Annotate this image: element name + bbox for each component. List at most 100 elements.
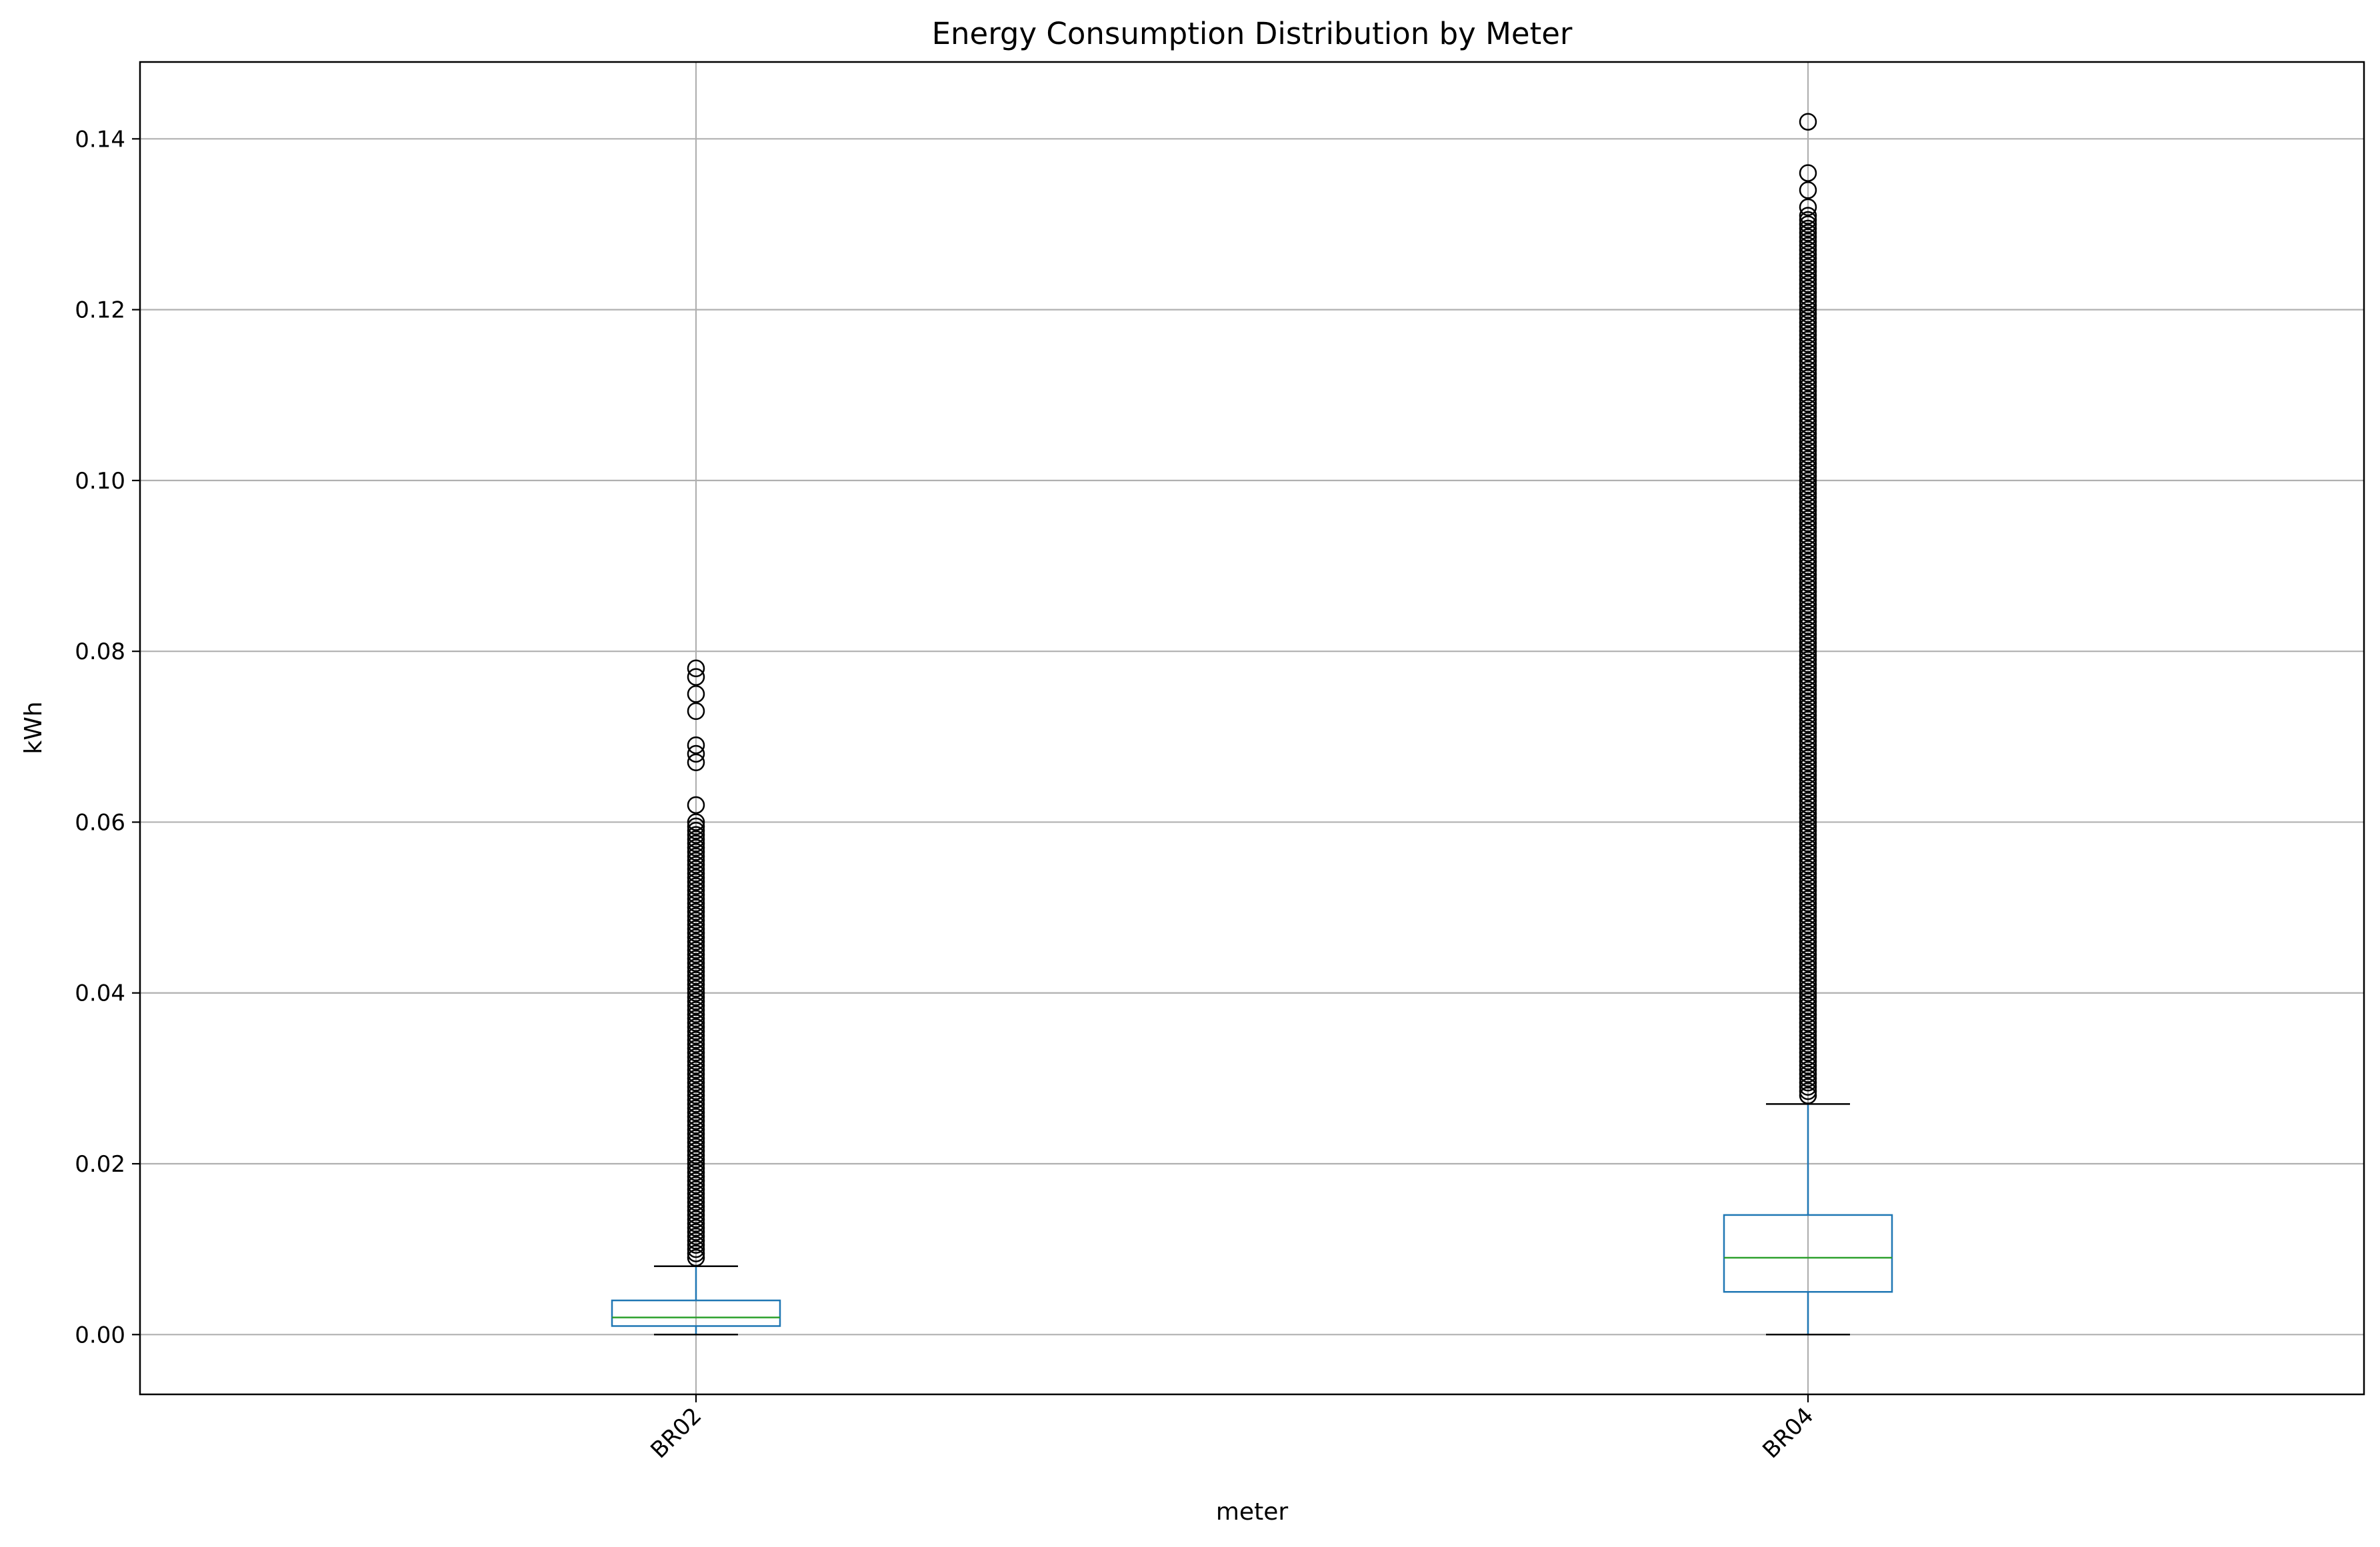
outlier-point	[1799, 796, 1817, 814]
outlier-point	[687, 886, 705, 904]
outlier-point	[687, 924, 705, 942]
outlier-point	[687, 736, 705, 755]
outlier-point	[1799, 399, 1817, 417]
outlier-point	[1799, 655, 1817, 673]
y-tick-label: 0.08	[75, 639, 125, 665]
outlier-point	[1799, 732, 1817, 750]
outlier-point	[1799, 382, 1817, 400]
outlier-point	[1799, 642, 1817, 661]
outlier-point	[687, 702, 705, 721]
outlier-point	[1799, 941, 1817, 959]
outlier-point	[1799, 540, 1817, 558]
outlier-point	[1799, 804, 1817, 822]
outlier-point	[1799, 301, 1817, 319]
outlier-point	[687, 1214, 705, 1232]
outlier-point	[687, 1133, 705, 1152]
chart-title: Energy Consumption Distribution by Meter	[932, 16, 1573, 51]
outlier-point	[1799, 753, 1817, 772]
outlier-point	[1799, 834, 1817, 852]
x-axis-label: meter	[1216, 1498, 1288, 1526]
outlier-point	[1799, 331, 1817, 349]
outlier-point	[1799, 450, 1817, 469]
outlier-point	[1799, 1078, 1817, 1096]
outlier-point	[1799, 1022, 1817, 1040]
outlier-point	[687, 847, 705, 865]
outlier-point	[687, 1078, 705, 1096]
outlier-point	[1799, 476, 1817, 494]
outlier-point	[1799, 1056, 1817, 1074]
outlier-point	[1799, 510, 1817, 528]
y-tick-label: 0.04	[75, 980, 125, 1007]
outlier-point	[1799, 113, 1817, 131]
outlier-point	[1799, 501, 1817, 519]
outlier-point	[1799, 267, 1817, 285]
outlier-point	[687, 1193, 705, 1211]
outlier-point	[1799, 864, 1817, 882]
outlier-point	[687, 1116, 705, 1134]
outlier-point	[1799, 621, 1817, 639]
outlier-point	[1799, 975, 1817, 994]
outlier-point	[687, 1176, 705, 1194]
outlier-point	[687, 1180, 705, 1198]
outlier-point	[1799, 774, 1817, 793]
outlier-point	[687, 992, 705, 1010]
outlier-point	[687, 945, 705, 964]
outlier-point	[1799, 672, 1817, 691]
outlier-point	[1799, 523, 1817, 541]
outlier-point	[1799, 219, 1817, 238]
outlier-point	[687, 1150, 705, 1168]
outlier-point	[1799, 778, 1817, 797]
outlier-point	[1799, 698, 1817, 716]
outlier-point	[1799, 416, 1817, 434]
outlier-point	[687, 975, 705, 994]
y-tick-label: 0.12	[75, 297, 125, 324]
outlier-point	[1799, 877, 1817, 895]
outlier-point	[1799, 407, 1817, 426]
outlier-point	[1799, 411, 1817, 430]
outlier-point	[1799, 207, 1817, 225]
outlier-point	[1799, 275, 1817, 293]
outlier-point	[1799, 544, 1817, 563]
outlier-point	[687, 1227, 705, 1246]
outlier-point	[1799, 232, 1817, 251]
outlier-point	[687, 1236, 705, 1254]
outlier-point	[1799, 463, 1817, 481]
outlier-point	[1799, 365, 1817, 383]
outlier-point	[1799, 894, 1817, 912]
outlier-point	[1799, 519, 1817, 537]
outlier-point	[1799, 711, 1817, 729]
outlier-point	[1799, 663, 1817, 682]
outlier-point	[687, 907, 705, 925]
outlier-point	[1799, 288, 1817, 306]
outlier-point	[1799, 1060, 1817, 1079]
outlier-point	[1799, 638, 1817, 657]
outlier-point	[1799, 886, 1817, 904]
outlier-point	[1799, 309, 1817, 327]
outlier-point	[1799, 369, 1817, 387]
outlier-point	[687, 1206, 705, 1224]
outlier-point	[1799, 1018, 1817, 1036]
outlier-point	[1799, 681, 1817, 699]
outlier-point	[687, 950, 705, 968]
outlier-point	[1799, 595, 1817, 613]
outlier-point	[1799, 757, 1817, 776]
outlier-point	[1799, 860, 1817, 878]
outlier-point	[1799, 817, 1817, 836]
outlier-point	[687, 1082, 705, 1100]
outlier-point	[1799, 847, 1817, 865]
outlier-point	[687, 1001, 705, 1019]
outlier-point	[1799, 548, 1817, 567]
outlier-point	[1799, 1005, 1817, 1024]
outlier-point	[687, 1159, 705, 1177]
outlier-point	[1799, 677, 1817, 695]
outlier-point	[1799, 531, 1817, 549]
outlier-point	[687, 1184, 705, 1203]
outlier-point	[1799, 1082, 1817, 1100]
outlier-point	[687, 868, 705, 886]
outlier-point	[687, 1138, 705, 1156]
outlier-point	[1799, 198, 1817, 217]
outlier-point	[1799, 1026, 1817, 1045]
outlier-point	[687, 856, 705, 874]
outlier-point	[1799, 980, 1817, 998]
outlier-point	[1799, 950, 1817, 968]
